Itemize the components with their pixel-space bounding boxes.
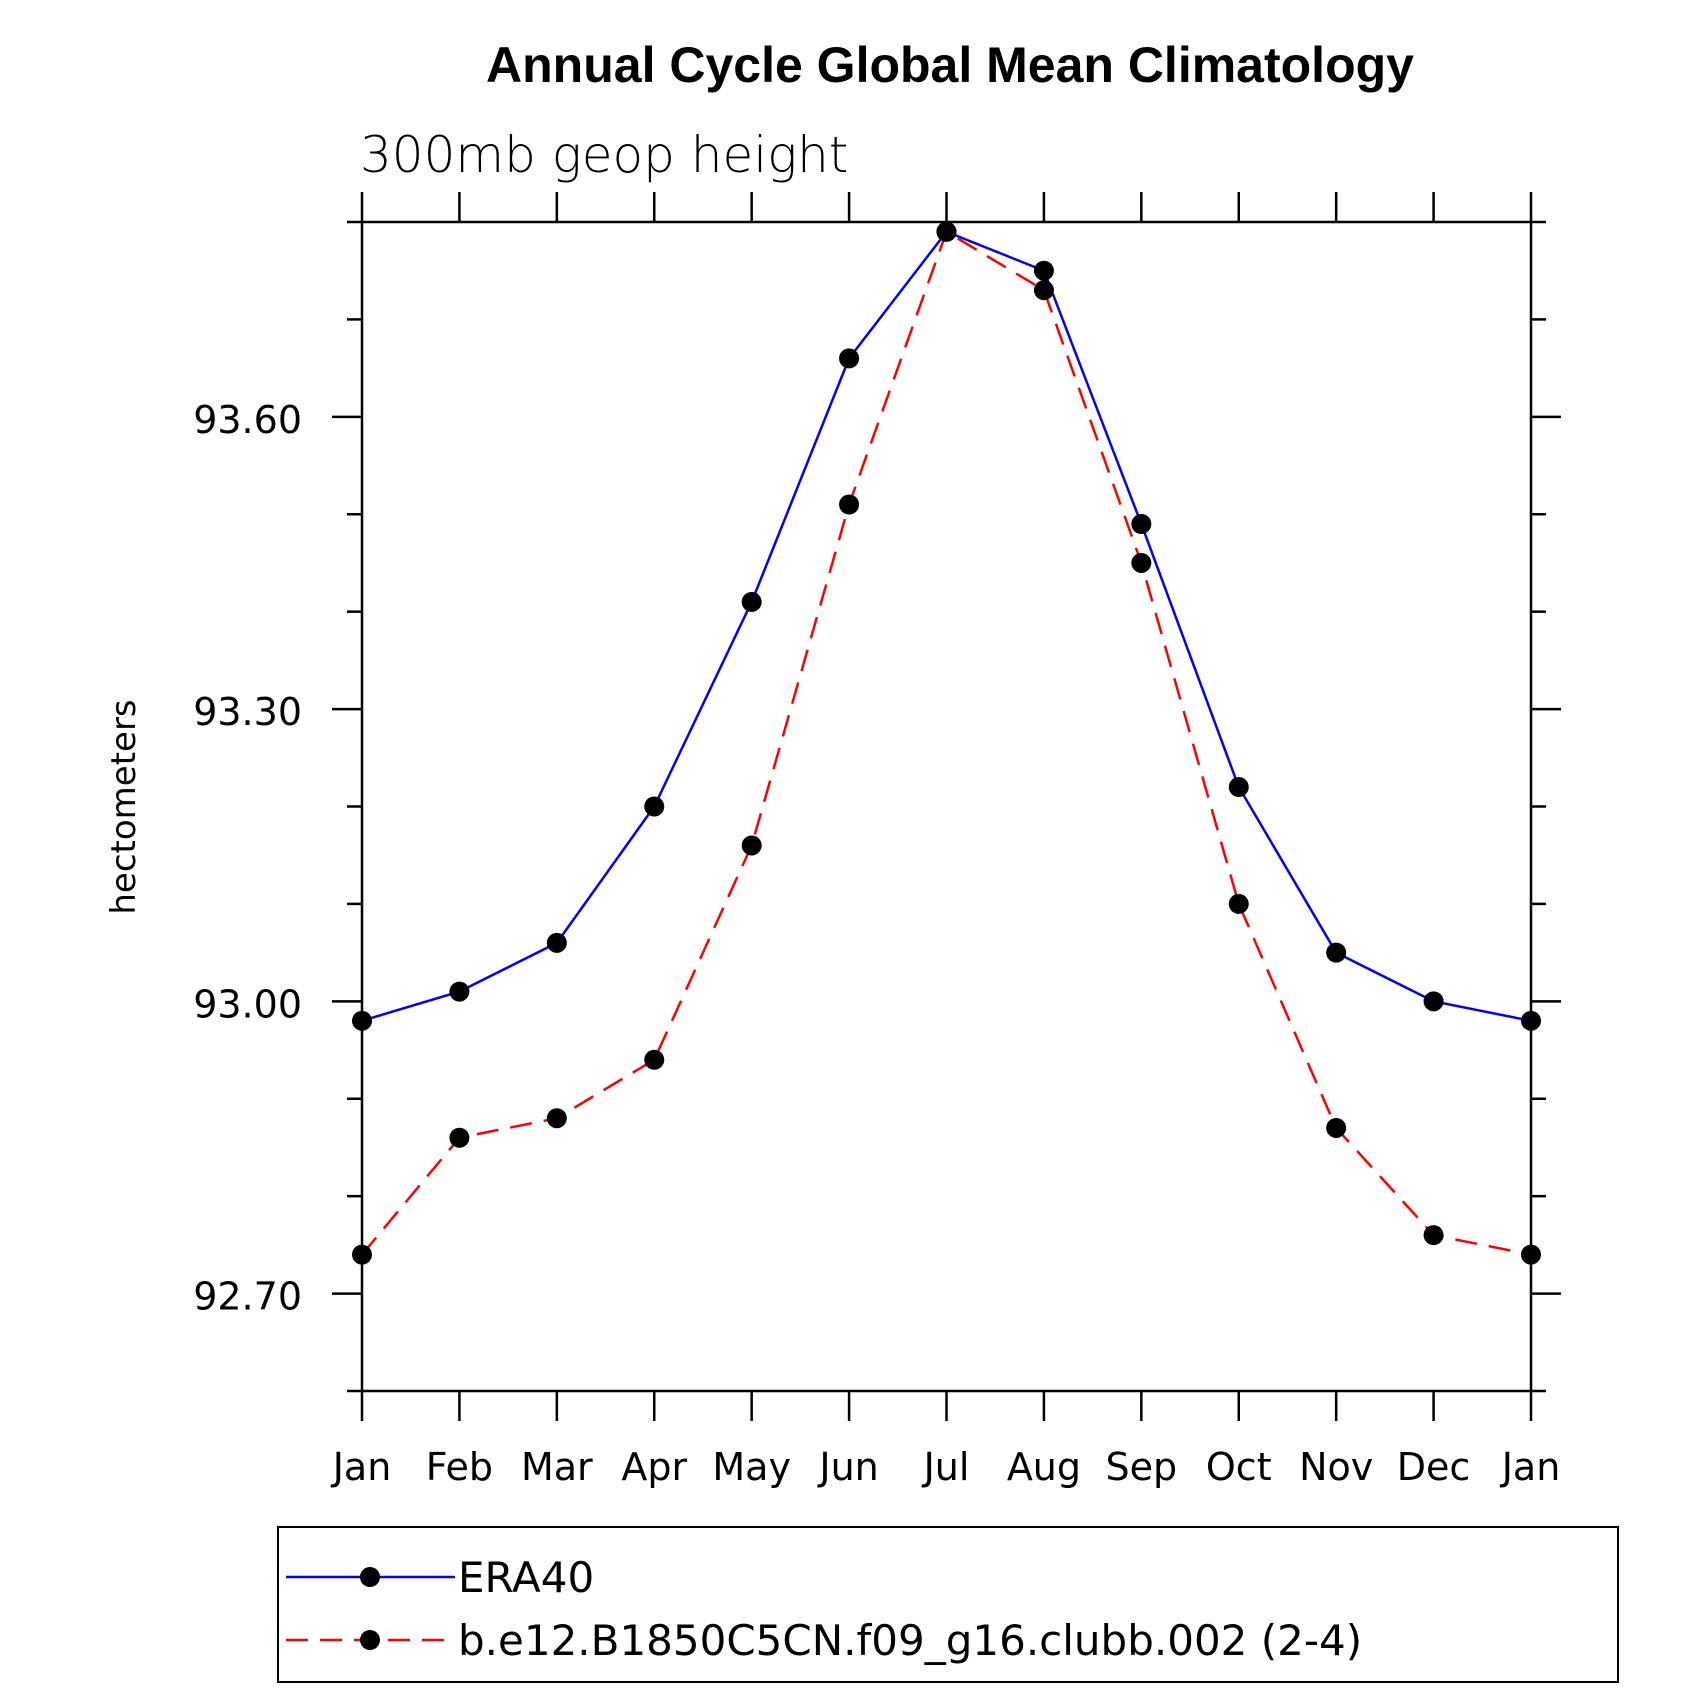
data-point xyxy=(1423,991,1444,1012)
data-point xyxy=(546,932,567,953)
x-tick-labels: Jan Feb Mar Apr May Jun Jul Aug Sep Oct Nov Dec Jan xyxy=(331,1445,1561,1489)
y-axis-label: hectometers xyxy=(104,699,144,914)
data-point xyxy=(1521,1244,1541,1265)
plot-frame xyxy=(360,220,1533,1393)
series-line-1 xyxy=(361,229,1532,1256)
x-tick-label: Feb xyxy=(426,1445,493,1489)
data-point xyxy=(1326,942,1347,963)
legend-label-0: ERA40 xyxy=(458,1553,594,1602)
data-point xyxy=(741,835,762,856)
data-point xyxy=(839,494,860,515)
x-tick-label: Dec xyxy=(1397,1445,1471,1489)
chart-title: Annual Cycle Global Mean Climatology xyxy=(486,37,1414,93)
y-tick-labels: 92.70 93.00 93.30 93.60 xyxy=(193,398,302,1319)
x-tick-label: Mar xyxy=(521,1445,593,1489)
x-tick-label: Aug xyxy=(1007,1445,1081,1489)
x-tick-label: May xyxy=(712,1445,791,1489)
chart-subtitle: 300mb geop height xyxy=(360,126,848,184)
y-tick-label: 92.70 xyxy=(193,1275,302,1319)
data-point xyxy=(1423,1225,1444,1246)
series-line-0 xyxy=(361,230,1532,1023)
data-point xyxy=(1521,1010,1541,1031)
y-tick-label: 93.60 xyxy=(193,398,302,442)
x-tick-label: Jun xyxy=(817,1445,878,1489)
y-tick-label: 93.00 xyxy=(193,982,302,1026)
data-point xyxy=(546,1108,567,1129)
data-point xyxy=(1033,260,1054,281)
data-point xyxy=(936,221,957,242)
data-point xyxy=(741,591,762,612)
data-point xyxy=(644,1049,665,1070)
x-tick-label: Jul xyxy=(922,1445,970,1489)
x-tick-label: Jan xyxy=(1500,1445,1561,1489)
data-point xyxy=(839,348,860,369)
data-point xyxy=(352,1244,372,1265)
legend-label-1: b.e12.B1850C5CN.f09_g16.clubb.002 (2-4) xyxy=(458,1616,1362,1665)
data-point xyxy=(1131,552,1152,573)
data-point xyxy=(449,981,470,1002)
data-point xyxy=(352,1010,372,1031)
series-group xyxy=(352,221,1541,1265)
data-point xyxy=(449,1127,470,1148)
legend: ERA40 b.e12.B1850C5CN.f09_g16.clubb.002 (… xyxy=(286,1553,1362,1665)
y-tick-label: 93.30 xyxy=(193,690,302,734)
data-point xyxy=(1228,777,1249,798)
data-point xyxy=(1326,1117,1347,1138)
axis-ticks xyxy=(332,192,1561,1421)
x-tick-label: Jan xyxy=(331,1445,392,1489)
x-tick-label: Oct xyxy=(1206,1445,1272,1489)
legend-box xyxy=(277,1526,1619,1683)
legend-marker xyxy=(360,1567,380,1587)
data-point xyxy=(1228,893,1249,914)
x-tick-label: Apr xyxy=(621,1445,687,1489)
data-point xyxy=(1131,513,1152,534)
data-point xyxy=(644,796,665,817)
x-tick-label: Sep xyxy=(1106,1445,1178,1489)
legend-marker xyxy=(360,1630,380,1650)
data-point xyxy=(1033,280,1054,301)
x-tick-label: Nov xyxy=(1299,1445,1373,1489)
